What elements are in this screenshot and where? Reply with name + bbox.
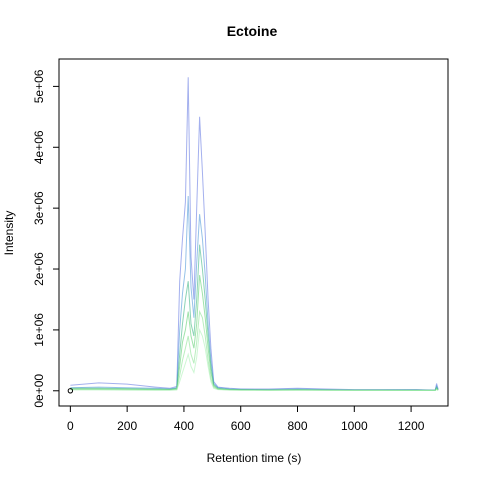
y-tick-label: 1e+06 bbox=[32, 313, 46, 347]
series-line-6 bbox=[70, 328, 439, 391]
y-tick-label: 3e+06 bbox=[32, 191, 46, 225]
x-tick-label: 600 bbox=[231, 419, 251, 433]
y-axis-label: Intensity bbox=[2, 211, 16, 256]
series-line-3 bbox=[70, 244, 439, 391]
y-tick-label: 2e+06 bbox=[32, 252, 46, 286]
plot-area bbox=[67, 77, 439, 394]
x-tick-label: 1000 bbox=[341, 419, 368, 433]
y-tick-label: 5e+06 bbox=[32, 69, 46, 103]
x-tick-label: 400 bbox=[174, 419, 194, 433]
y-tick-label: 4e+06 bbox=[32, 130, 46, 164]
x-tick-label: 800 bbox=[287, 419, 307, 433]
point-marker-1 bbox=[67, 388, 74, 394]
series-line-4 bbox=[70, 275, 439, 391]
x-tick-label: 200 bbox=[117, 419, 137, 433]
y-axis: 0e+00 1e+06 2e+06 3e+06 4e+06 5e+06 bbox=[32, 69, 60, 408]
x-axis-label: Retention time (s) bbox=[207, 451, 302, 465]
x-axis: 0 200 400 600 800 1000 1200 bbox=[67, 405, 425, 433]
plot-border bbox=[58, 58, 449, 407]
x-tick-label: 0 bbox=[67, 419, 74, 433]
chart-title: Ectoine bbox=[227, 23, 278, 39]
y-tick-label: 0e+00 bbox=[32, 374, 46, 408]
series-line-2 bbox=[70, 195, 439, 391]
x-tick-label: 1200 bbox=[398, 419, 425, 433]
series-line-1 bbox=[70, 77, 439, 391]
series-line-5 bbox=[70, 309, 439, 392]
